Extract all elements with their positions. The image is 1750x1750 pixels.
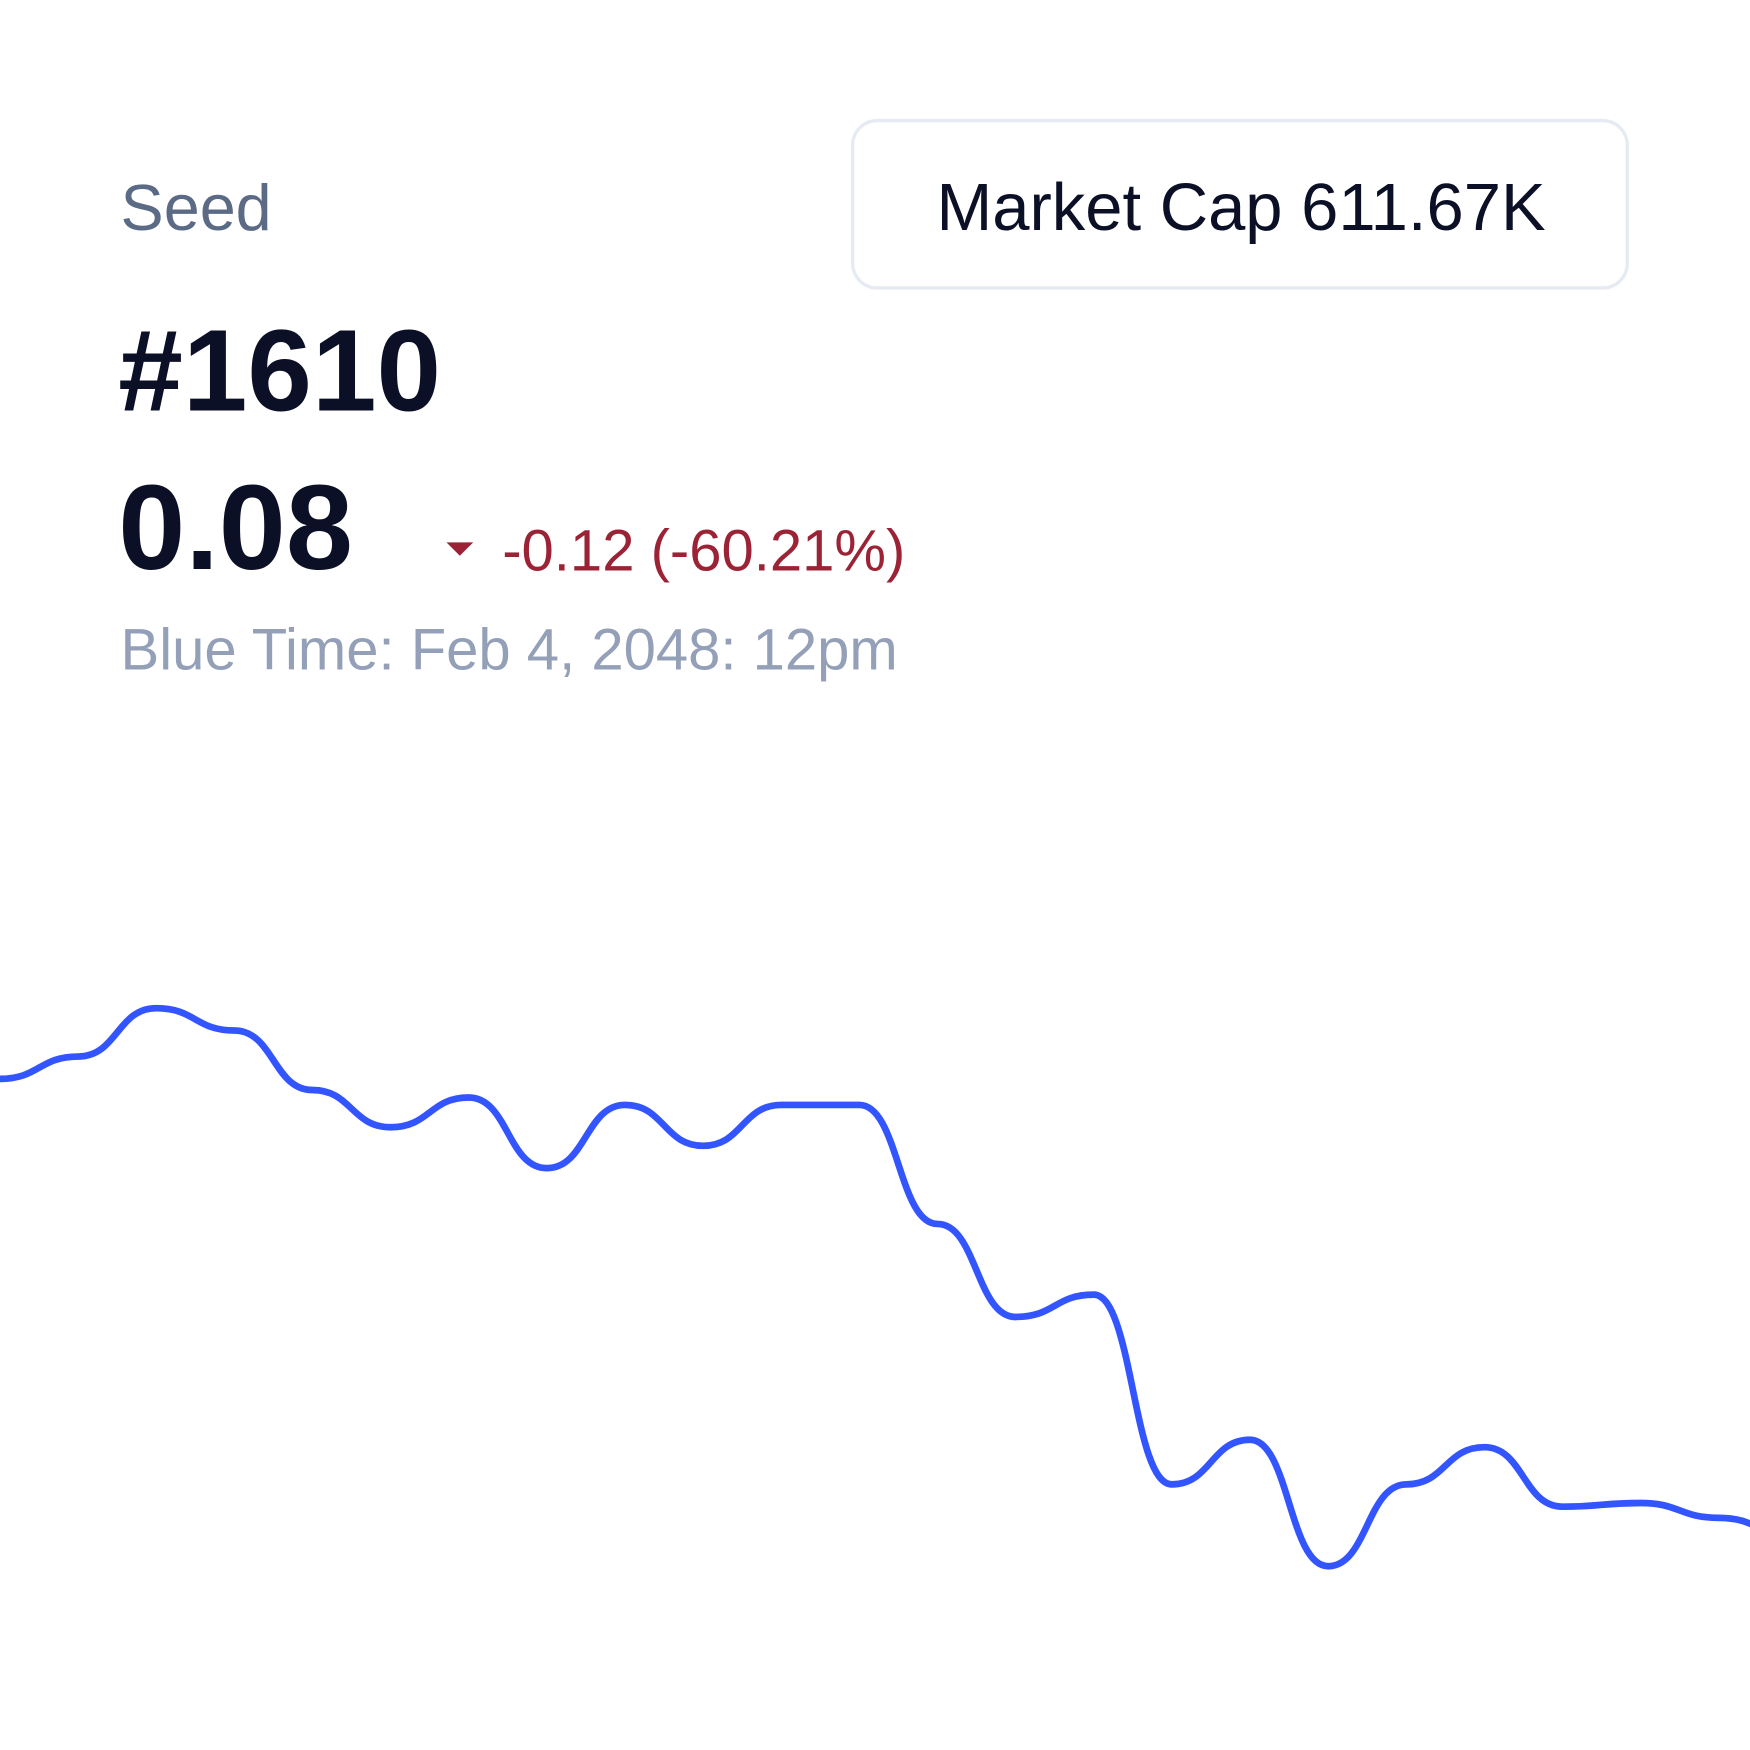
rank: #1610 — [118, 306, 441, 436]
down-arrow — [446, 542, 474, 556]
timestamp: Blue Time: Feb 4, 2048: 12pm — [121, 618, 898, 683]
asset-name: Seed — [121, 171, 272, 244]
market-cap-box[interactable] — [851, 118, 1629, 290]
price: 0.08 — [118, 460, 353, 595]
chart — [0, 1004, 1750, 1570]
price-change: -0.12 (-60.21%) — [502, 518, 905, 583]
price-line — [0, 1004, 1750, 1570]
market-cap: Market Cap 611.67K — [937, 170, 1546, 245]
